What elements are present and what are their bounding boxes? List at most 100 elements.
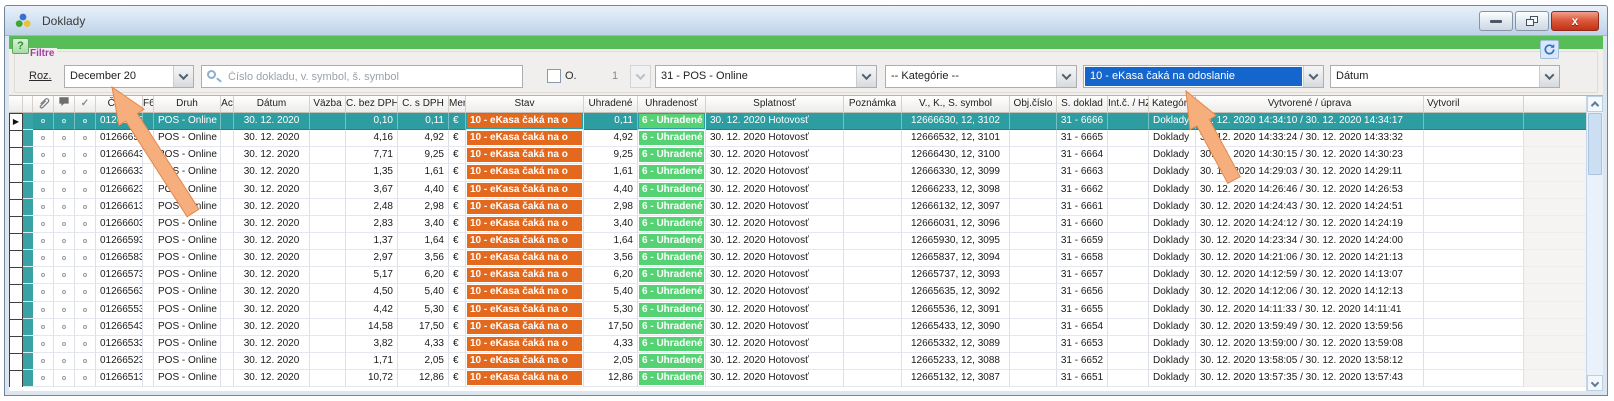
column-header-stav[interactable]: Stav bbox=[466, 96, 584, 113]
column-header-c-bez-dph[interactable]: C. bez DPH bbox=[346, 96, 398, 113]
row-marker[interactable] bbox=[9, 164, 23, 182]
minimize-button[interactable] bbox=[1479, 11, 1513, 31]
check-icon[interactable]: ✓ bbox=[75, 96, 96, 113]
chevron-down-icon[interactable] bbox=[1539, 66, 1559, 87]
cell-blank bbox=[221, 318, 234, 336]
row-marker[interactable] bbox=[9, 198, 23, 216]
row-marker[interactable] bbox=[9, 284, 23, 302]
comment-icon[interactable] bbox=[54, 96, 75, 113]
cell-c_bez_dph: 1,35 bbox=[346, 164, 398, 182]
column-header-f6[interactable]: F6 bbox=[143, 96, 154, 113]
column-header-uhradenos-[interactable]: Uhradenosť bbox=[638, 96, 706, 113]
row-marker[interactable] bbox=[9, 181, 23, 199]
cell-stav: 10 - eKasa čaká na o bbox=[466, 318, 584, 336]
row-marker[interactable] bbox=[9, 232, 23, 251]
cell-druh: POS - Online bbox=[154, 164, 221, 182]
column-header-obj-slo[interactable]: Obj.číslo bbox=[1010, 96, 1057, 113]
chevron-down-icon[interactable] bbox=[856, 66, 876, 87]
status-badge: 6 - Uhradené bbox=[639, 285, 704, 300]
scroll-down-button[interactable] bbox=[1587, 375, 1603, 391]
column-header-vytvoren-prava[interactable]: Vytvorené / úprava bbox=[1196, 96, 1424, 113]
column-header-v-k-s-symbol[interactable]: V., K., S. symbol bbox=[902, 96, 1010, 113]
column-header-uhraden-[interactable]: Uhradené bbox=[584, 96, 638, 113]
column-header--slo[interactable]: Číslo bbox=[96, 96, 143, 113]
cell-cislo: 012666630 bbox=[96, 113, 143, 131]
sort-select[interactable]: Dátum bbox=[1330, 65, 1560, 88]
cell-c_bez_dph: 7,71 bbox=[346, 147, 398, 165]
column-header-pozn-mka[interactable]: Poznámka bbox=[844, 96, 902, 113]
cell-splatnost: 30. 12. 2020 Hotovosť bbox=[706, 198, 844, 216]
column-header-ac[interactable]: Ac bbox=[221, 96, 234, 113]
chevron-down-icon[interactable] bbox=[1303, 66, 1323, 87]
chevron-down-icon[interactable] bbox=[173, 66, 193, 87]
status-select[interactable]: 10 - eKasa čaká na odoslanie bbox=[1083, 65, 1324, 88]
row-marker[interactable] bbox=[9, 318, 23, 336]
category-select[interactable]: -- Kategórie -- bbox=[885, 65, 1077, 88]
cell-mena: € bbox=[449, 164, 466, 182]
cell-stav: 10 - eKasa čaká na o bbox=[466, 147, 584, 165]
row-marker[interactable]: ▶ bbox=[9, 113, 23, 131]
cell-check bbox=[75, 352, 96, 371]
column-header-splatnos-[interactable]: Splatnosť bbox=[706, 96, 844, 113]
chevron-down-icon[interactable] bbox=[1056, 66, 1076, 87]
column-header-d-tum[interactable]: Dátum bbox=[234, 96, 310, 113]
cell-vytvorene: 30. 12. 2020 13:59:49 / 30. 12. 2020 13:… bbox=[1196, 318, 1424, 336]
cell-cislo: 012666031 bbox=[96, 215, 143, 233]
row-marker[interactable] bbox=[9, 352, 23, 371]
search-input[interactable] bbox=[201, 65, 523, 88]
restore-button[interactable] bbox=[1515, 11, 1549, 31]
column-header-druh[interactable]: Druh bbox=[154, 96, 221, 113]
doc-type-select[interactable]: 31 - POS - Online bbox=[655, 65, 877, 88]
scroll-thumb[interactable] bbox=[1588, 113, 1602, 175]
cell-c_bez_dph: 0,10 bbox=[346, 113, 398, 131]
column-header-mena[interactable]: Mena bbox=[449, 96, 466, 113]
number-stepper[interactable] bbox=[630, 65, 651, 88]
cell-blank bbox=[1108, 181, 1149, 199]
help-button[interactable]: ? bbox=[12, 38, 29, 54]
cell-stav: 10 - eKasa čaká na o bbox=[466, 232, 584, 251]
column-header-int-hz[interactable]: Int.č. / HZ bbox=[1108, 96, 1149, 113]
column-header-s-doklad[interactable]: S. doklad bbox=[1057, 96, 1108, 113]
filters-legend: Filtre bbox=[27, 48, 58, 59]
period-select[interactable]: December 20 bbox=[64, 65, 194, 88]
row-marker[interactable] bbox=[9, 301, 23, 319]
row-marker[interactable] bbox=[9, 267, 23, 285]
row-marker[interactable] bbox=[9, 250, 23, 268]
column-header-kateg-ria[interactable]: Kategória bbox=[1149, 96, 1196, 113]
row-marker[interactable] bbox=[9, 215, 23, 233]
cell-blank bbox=[221, 352, 234, 371]
o-checkbox[interactable] bbox=[547, 69, 561, 83]
scroll-up-button[interactable] bbox=[1587, 96, 1603, 112]
row-marker[interactable] bbox=[9, 130, 23, 148]
cell-comment bbox=[54, 370, 75, 388]
cell-blank bbox=[844, 215, 902, 233]
row-marker[interactable] bbox=[9, 335, 23, 353]
close-button[interactable]: x bbox=[1551, 11, 1599, 31]
refresh-button[interactable] bbox=[1540, 40, 1559, 59]
column-header-v-zba[interactable]: Väzba bbox=[310, 96, 346, 113]
cell-uhradene: 3,40 bbox=[584, 215, 638, 233]
row-marker[interactable] bbox=[9, 370, 23, 388]
attachment-icon[interactable] bbox=[33, 96, 54, 113]
vertical-scrollbar[interactable] bbox=[1586, 96, 1603, 391]
column-header-vytvoril[interactable]: Vytvoril bbox=[1424, 96, 1524, 113]
column-header-c-s-dph[interactable]: C. s DPH bbox=[398, 96, 449, 113]
row-color-strip bbox=[23, 267, 33, 285]
row-marker[interactable] bbox=[9, 147, 23, 165]
